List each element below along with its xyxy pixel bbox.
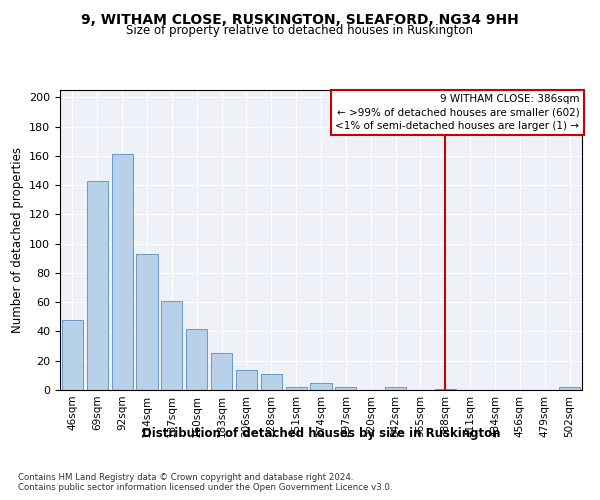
Y-axis label: Number of detached properties: Number of detached properties — [11, 147, 23, 333]
Bar — [559, 387, 580, 390]
Bar — [62, 320, 83, 390]
Bar — [310, 382, 332, 390]
Bar — [186, 328, 207, 390]
Bar — [87, 180, 108, 390]
Text: Distribution of detached houses by size in Ruskington: Distribution of detached houses by size … — [142, 428, 500, 440]
Bar — [385, 387, 406, 390]
Bar — [211, 354, 232, 390]
Bar — [261, 374, 282, 390]
Bar — [335, 387, 356, 390]
Bar — [112, 154, 133, 390]
Text: 9 WITHAM CLOSE: 386sqm
← >99% of detached houses are smaller (602)
<1% of semi-d: 9 WITHAM CLOSE: 386sqm ← >99% of detache… — [335, 94, 580, 131]
Bar — [435, 388, 456, 390]
Bar — [136, 254, 158, 390]
Bar — [286, 387, 307, 390]
Text: 9, WITHAM CLOSE, RUSKINGTON, SLEAFORD, NG34 9HH: 9, WITHAM CLOSE, RUSKINGTON, SLEAFORD, N… — [81, 12, 519, 26]
Text: Size of property relative to detached houses in Ruskington: Size of property relative to detached ho… — [127, 24, 473, 37]
Text: Contains public sector information licensed under the Open Government Licence v3: Contains public sector information licen… — [18, 484, 392, 492]
Bar — [161, 300, 182, 390]
Text: Contains HM Land Registry data © Crown copyright and database right 2024.: Contains HM Land Registry data © Crown c… — [18, 472, 353, 482]
Bar — [236, 370, 257, 390]
